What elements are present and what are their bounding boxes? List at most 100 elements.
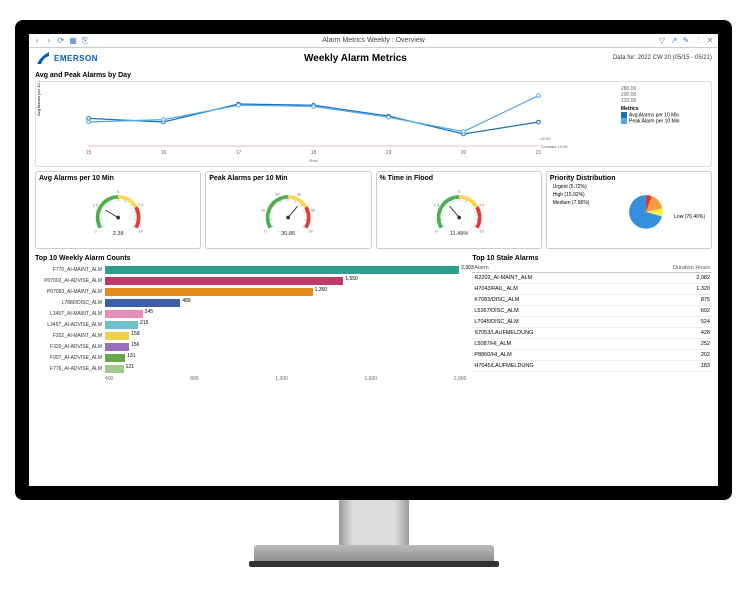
bar-row: F776_AI-ADVISE_ALM 121 <box>35 363 466 374</box>
monitor-stand-neck <box>339 500 409 550</box>
stale-col-duration: Duration Hours <box>618 264 712 273</box>
pie-label-high: High (15.92%) <box>553 192 585 198</box>
stale-hours: 875 <box>618 295 712 306</box>
bar-row: L345T_AI-MAINT_ALM 245 <box>35 308 466 319</box>
settings-icon[interactable]: ⫶ <box>694 37 702 45</box>
pie-label-urgent: Urgent (5.72%) <box>553 184 587 190</box>
bar-label: P07093_AI-MAINT_ALM <box>35 289 105 295</box>
svg-text:Row: Row <box>309 158 317 163</box>
svg-text:18: 18 <box>311 150 317 156</box>
svg-text:16: 16 <box>161 150 167 156</box>
bars-title: Top 10 Weekly Alarm Counts <box>35 255 466 262</box>
svg-text:5: 5 <box>117 190 119 194</box>
stale-hours: 1,320 <box>618 284 712 295</box>
svg-text:40.00: 40.00 <box>541 136 552 141</box>
stale-alarm: S7053/LAUFMELDUNG <box>472 328 617 339</box>
header: EMERSON Weekly Alarm Metrics Data for: 2… <box>29 48 718 68</box>
export-icon[interactable]: ↗ <box>670 37 678 45</box>
pie-title: Priority Distribution <box>550 175 708 182</box>
bar-row: L7880/DISC_ALM 489 <box>35 297 466 308</box>
stale-alarm: L5367/DISC_ALM <box>472 306 617 317</box>
monitor-stand-foot <box>249 561 499 567</box>
emerson-logo: EMERSON <box>35 50 98 66</box>
copy-icon[interactable]: ⎘ <box>81 37 89 45</box>
stale-hours: 692 <box>618 306 712 317</box>
forward-icon[interactable]: › <box>45 37 53 45</box>
table-row[interactable]: P8860/HI_ALM202 <box>472 350 712 361</box>
svg-text:15: 15 <box>86 150 92 156</box>
bar-label: P07002_AI-ADVISE_ALM <box>35 278 105 284</box>
trend-ylabel-left: Avg Alarms per 10... <box>36 80 41 116</box>
table-row[interactable]: L5087/HI_ALM252 <box>472 339 712 350</box>
stale-hours: 2,082 <box>618 273 712 284</box>
svg-text:17: 17 <box>236 150 242 156</box>
stale-hours: 202 <box>618 350 712 361</box>
date-range: Data for: 2022 CW 20 (05/15 - 05/21) <box>613 55 712 61</box>
bar-row: P07002_AI-ADVISE_ALM 1,550 <box>35 275 466 286</box>
stale-alarm: H7043/FAIL_ALM <box>472 284 617 295</box>
bar-label: L7880/DISC_ALM <box>35 300 105 306</box>
stale-hours: 183 <box>618 361 712 372</box>
gauge-flood-title: % Time in Flood <box>380 175 538 182</box>
stale-alarm: L5087/HI_ALM <box>472 339 617 350</box>
refresh-icon[interactable]: ⟳ <box>57 37 65 45</box>
table-row[interactable]: H7045/LAUFMELDUNG183 <box>472 361 712 372</box>
svg-text:19: 19 <box>386 150 392 156</box>
svg-text:2.5: 2.5 <box>433 203 438 207</box>
svg-text:Constant 10.00: Constant 10.00 <box>541 144 569 149</box>
svg-text:0: 0 <box>435 229 437 233</box>
stale-alarm: R2202_AI-MAINT_ALM <box>472 273 617 284</box>
table-row[interactable]: H7043/FAIL_ALM1,320 <box>472 284 712 295</box>
svg-text:10: 10 <box>479 229 483 233</box>
gauge-avg: Avg Alarms per 10 Min 02.557.5102.38 <box>35 171 201 249</box>
stale-hours: 252 <box>618 339 712 350</box>
bar-row: P07093_AI-MAINT_ALM 1,350 <box>35 286 466 297</box>
gauge-flood: % Time in Flood 02.557.51011.49% <box>376 171 542 249</box>
stale-hours: 428 <box>618 328 712 339</box>
bar-panel: Top 10 Weekly Alarm Counts F770_AI-MAINT… <box>35 255 466 382</box>
close-icon[interactable]: ✕ <box>706 37 714 45</box>
stale-alarm: H7045/LAUFMELDUNG <box>472 361 617 372</box>
svg-text:10: 10 <box>261 208 265 212</box>
app-window: ‹ › ⟳ ▦ ⎘ Alarm Metrics Weekly : Overvie… <box>29 34 718 486</box>
table-row[interactable]: L7045/DISC_ALM524 <box>472 317 712 328</box>
table-row[interactable]: L5367/DISC_ALM692 <box>472 306 712 317</box>
svg-text:30.86: 30.86 <box>281 231 295 237</box>
grid-icon[interactable]: ▦ <box>69 37 77 45</box>
pie-card: Priority Distribution Urgent (5.72%) High… <box>546 171 712 249</box>
svg-text:20: 20 <box>461 150 467 156</box>
trend-chart: Avg Alarms per 10... 15161718192021RowCo… <box>38 84 619 164</box>
table-row[interactable]: K7083/DISC_ALM875 <box>472 295 712 306</box>
gauge-avg-title: Avg Alarms per 10 Min <box>39 175 197 182</box>
svg-text:20: 20 <box>276 192 280 196</box>
bar-label: F770_AI-MAINT_ALM <box>35 267 105 273</box>
logo-text: EMERSON <box>54 54 98 63</box>
bar-row: F320_AI-ADVISE_ALM 156 <box>35 341 466 352</box>
filter-icon[interactable]: ▽ <box>658 37 666 45</box>
trend-title: Avg and Peak Alarms by Day <box>35 72 712 79</box>
back-icon[interactable]: ‹ <box>33 37 41 45</box>
bottom-row: Top 10 Weekly Alarm Counts F770_AI-MAINT… <box>35 255 712 382</box>
stale-table: Alarm Duration Hours R2202_AI-MAINT_ALM2… <box>472 264 712 372</box>
bar-row: L345T_AI-ADVISE_ALM 215 <box>35 319 466 330</box>
svg-text:5: 5 <box>458 190 460 194</box>
stale-alarm: P8860/HI_ALM <box>472 350 617 361</box>
gauge-peak-title: Peak Alarms per 10 Min <box>209 175 367 182</box>
svg-text:50: 50 <box>309 229 313 233</box>
stale-alarm: K7083/DISC_ALM <box>472 295 617 306</box>
table-row[interactable]: R2202_AI-MAINT_ALM2,082 <box>472 273 712 284</box>
bar-row: F907_AI-ADVISE_ALM 131 <box>35 352 466 363</box>
pie-label-low: Low (70.40%) <box>674 214 705 220</box>
svg-text:10: 10 <box>139 229 143 233</box>
bar-label: F776_AI-ADVISE_ALM <box>35 366 105 372</box>
edit-icon[interactable]: ✎ <box>682 37 690 45</box>
gauges-row: Avg Alarms per 10 Min 02.557.5102.38 Pea… <box>35 171 712 249</box>
svg-text:2.5: 2.5 <box>93 203 98 207</box>
monitor-bezel: ‹ › ⟳ ▦ ⎘ Alarm Metrics Weekly : Overvie… <box>15 20 732 500</box>
table-row[interactable]: S7053/LAUFMELDUNG428 <box>472 328 712 339</box>
page-title: Weekly Alarm Metrics <box>98 53 613 64</box>
stale-panel: Top 10 Stale Alarms Alarm Duration Hours… <box>472 255 712 382</box>
svg-text:21: 21 <box>536 150 542 156</box>
stale-hours: 524 <box>618 317 712 328</box>
svg-text:7.5: 7.5 <box>479 203 484 207</box>
